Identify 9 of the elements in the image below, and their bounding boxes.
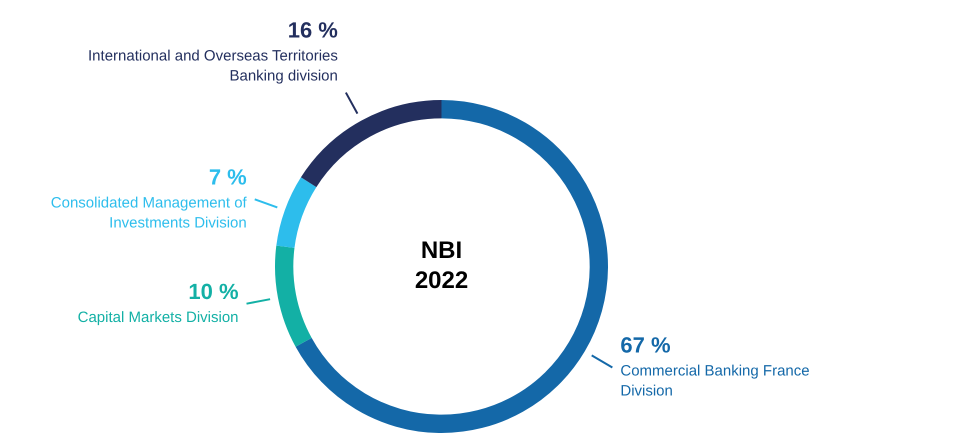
- data-label: 67 %: [620, 332, 671, 358]
- slice-label: Capital Markets Division: [78, 308, 239, 326]
- text: NBI 2022: [414, 237, 468, 294]
- data-label: 16 %: [288, 18, 338, 43]
- data-label: 7 %: [208, 164, 247, 190]
- slice-label: Consolidated Management of Investments Division: [50, 194, 248, 232]
- slice-label: International and Overseas Territories Banking division: [88, 48, 338, 85]
- slice-label: Commercial Banking France Division: [620, 362, 810, 400]
- data-label: 10 %: [188, 278, 239, 304]
